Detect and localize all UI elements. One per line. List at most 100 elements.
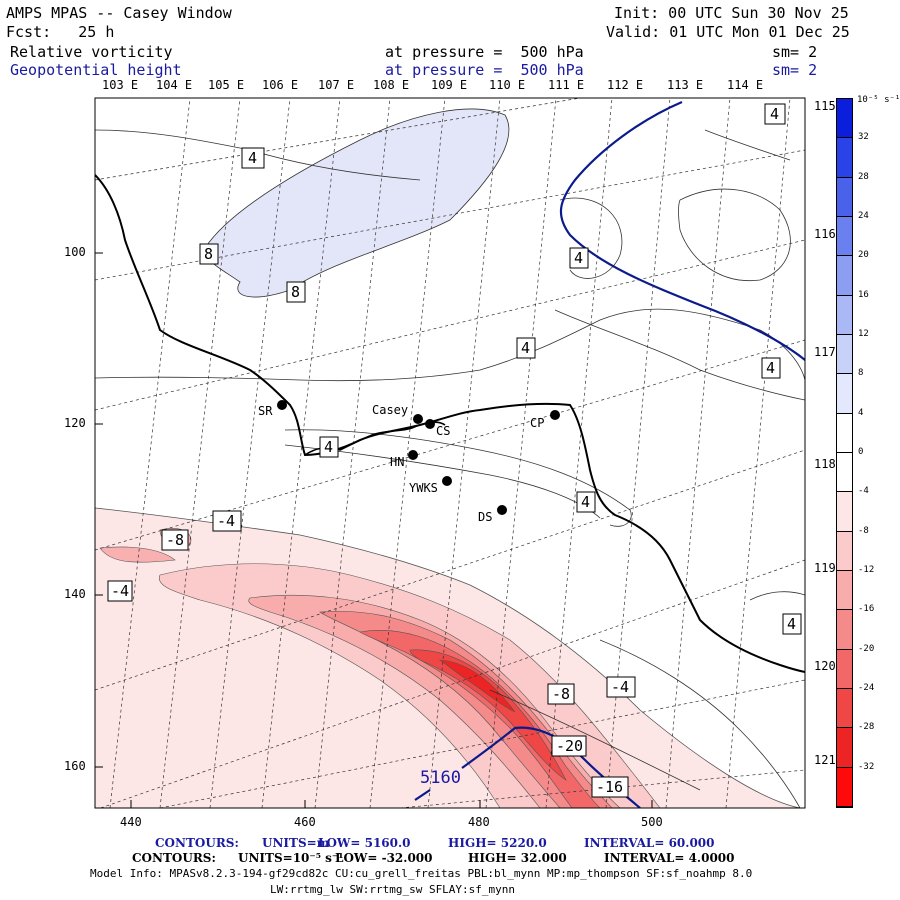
axis-ticks [95,252,653,808]
station-label-sr: SR [258,404,273,418]
station-label-casey: Casey [372,403,409,417]
field1-smooth: sm= 2 [772,43,818,61]
station-label-hn: HN [390,455,405,469]
colorbar-segment [837,452,852,493]
valid-time: Valid: 01 UTC Mon 01 Dec 25 [606,23,850,41]
contour-label: -20 [556,737,584,755]
lon-label: 110 E [489,78,526,92]
colorbar-tick-label: -28 [858,722,875,733]
colorbar-tick-label: 20 [858,250,869,261]
contour-label: 4 [521,339,531,357]
lon-label: 106 E [262,78,299,92]
colorbar-tick-label: 4 [858,407,864,418]
footer-units: UNITS=10⁻⁵ s⁻¹ [238,851,344,865]
lon-label: 104 E [156,78,193,92]
y-tick-label: 140 [64,587,86,601]
station-dot-ds [497,505,507,515]
footer-low: LOW= 5160.0 [318,836,411,850]
contour-label: -16 [596,778,624,796]
x-tick-label: 480 [468,815,490,829]
model-info-2: LW:rrtmg_lw SW:rrtmg_sw SFLAY:sf_mynn [270,883,516,896]
y-tick-label: 120 [64,416,86,430]
colorbar-tick-label: 0 [858,447,864,457]
station-markers [277,400,560,515]
colorbar-segment [837,295,852,335]
station-dot-ywks [442,476,452,486]
station-dot-hn [408,450,418,460]
contour-label: 4 [770,105,780,123]
contour-label: 4 [787,615,797,633]
colorbar-segment [837,99,852,139]
model-info: Model Info: MPASv8.2.3-194-gf29cd82c CU:… [90,867,753,880]
colorbar-tick-label: 24 [858,211,869,221]
contour-label: -8 [166,531,185,549]
footer-high: HIGH= 32.000 [468,851,567,865]
footer-label: CONTOURS: [155,836,239,850]
footer-units: UNITS=m [262,836,330,850]
field2-level: at pressure = 500 hPa [385,61,584,79]
colorbar-tick-label: 8 [858,368,864,379]
colorbar-segment [837,531,852,571]
station-dot-cs [425,419,435,429]
station-dot-sr [277,400,287,410]
lon-label: 114 E [727,78,764,92]
colorbar-segment [837,256,852,296]
colorbar-tick-label: -12 [858,565,875,575]
lon-label: 109 E [431,78,468,92]
field2-name: Geopotential height [10,61,182,79]
colorbar-segment [837,767,852,807]
contour-label: -4 [611,678,630,696]
map-title: AMPS MPAS -- Casey Window [6,4,232,22]
colorbar-segment [837,688,852,729]
contour-label: 4 [574,249,584,267]
contour-label: 4 [581,493,591,511]
station-label-ywks: YWKS [409,481,438,495]
vorticity-contours [95,129,805,808]
contour-label: 4 [766,359,776,377]
colorbar-segment [837,413,852,453]
colorbar-segment [837,374,852,414]
vorticity-positive-fill [204,108,510,298]
colorbar-tick-label: 32 [858,132,869,143]
colorbar-tick-label: -32 [858,761,875,772]
station-dot-casey [413,414,423,424]
colorbar-segment [837,610,852,650]
contour-label: 4 [324,438,334,456]
forecast-hour: Fcst: 25 h [6,23,115,41]
x-tick-label: 500 [641,815,663,829]
colorbar-segment [837,570,852,611]
lat-lon-grid [95,98,805,808]
y-tick-label: 160 [64,759,86,773]
y-tick-label: 100 [64,245,86,259]
plot-frame [94,97,806,809]
lon-label: 108 E [373,78,410,92]
colorbar-unit: 10⁻⁵ s⁻¹ [857,95,900,105]
coastline [95,174,805,673]
contour-label: 8 [204,245,214,263]
x-tick-label: 460 [294,815,316,829]
contour-label: 4 [248,149,258,167]
lon-label: 105 E [208,78,245,92]
colorbar-segment [837,334,852,375]
colorbar-segment [837,177,852,217]
x-tick-label: 440 [120,815,142,829]
colorbar-tick-label: -20 [858,643,875,654]
lon-label: 113 E [667,78,704,92]
colorbar-segment [837,216,852,257]
colorbar-segment [837,649,852,689]
footer-contours-height: CONTOURS: UNITS=m LOW= 5160.0 HIGH= 5220… [0,836,900,852]
contour-label: -4 [111,582,130,600]
lon-label: 103 E [102,78,139,92]
contour-label: 8 [291,283,301,301]
colorbar-segment [837,138,852,178]
footer-contours-vorticity: CONTOURS: UNITS=10⁻⁵ s⁻¹ LOW= -32.000 HI… [0,851,900,867]
contour-label: -8 [552,685,571,703]
field1-level: at pressure = 500 hPa [385,43,584,61]
colorbar-tick-label: 28 [858,171,869,182]
init-time: Init: 00 UTC Sun 30 Nov 25 [614,4,849,22]
colorbar-segment [837,492,852,532]
lon-label: 111 E [548,78,585,92]
field2-smooth: sm= 2 [772,61,818,79]
footer-high: HIGH= 5220.0 [448,836,547,850]
station-label-cs: CS [436,424,451,438]
